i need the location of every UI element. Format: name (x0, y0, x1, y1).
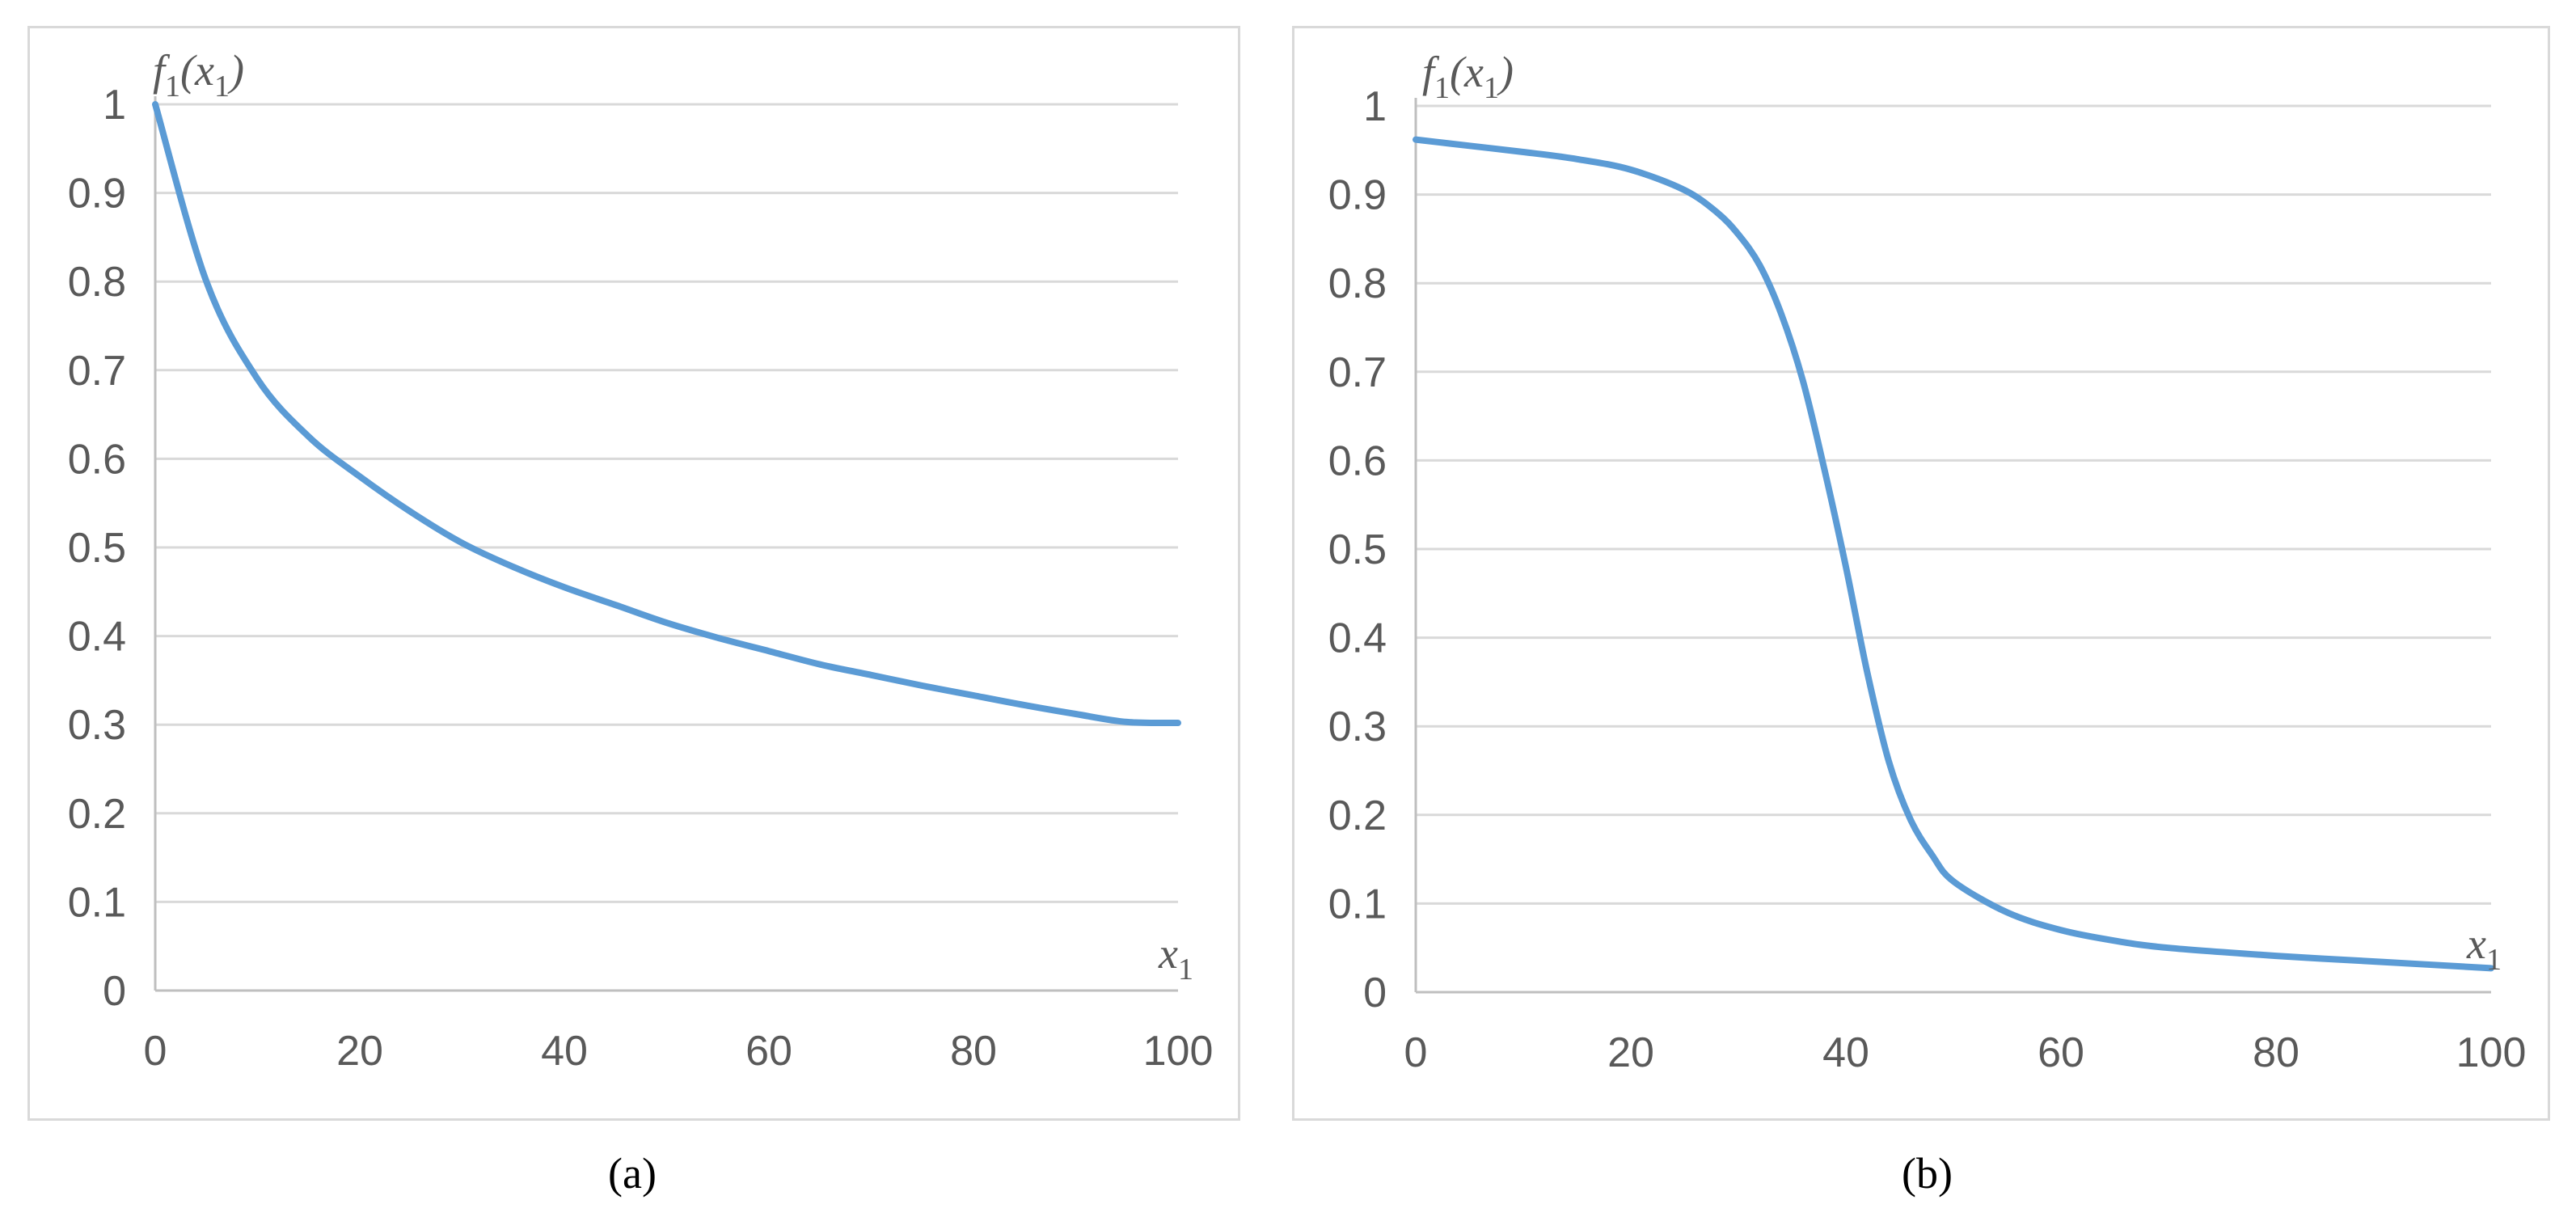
chart-b-y-tick-label: 0.4 (1328, 615, 1387, 662)
chart-b-series-line (1413, 136, 2494, 972)
chart-b-y-tick-label: 1 (1363, 83, 1387, 130)
chart-b-plot: 0 0.1 0.2 0.3 0.4 0.5 0.6 0.7 0.8 0.9 1 0 20 40 60 80 1… (1328, 48, 2527, 1076)
panel-a-caption: (a) (608, 1149, 657, 1198)
chart-b-y-tick-label: 0.5 (1328, 526, 1387, 573)
chart-a-x-tick-label: 80 (950, 1028, 997, 1075)
chart-a-y-tick-label: 0 (103, 968, 126, 1015)
chart-a-y-tick-label: 0.4 (68, 614, 126, 661)
chart-b-x-tick-label: 60 (2038, 1029, 2084, 1076)
chart-a-x-tick-label: 100 (1143, 1028, 1214, 1075)
chart-a-plot: 0 0.1 0.2 0.3 0.4 0.5 0.6 0.7 0.8 0.9 1 0 20 40 60 80 1… (68, 46, 1214, 1075)
chart-a-y-tick-label: 0.6 (68, 436, 126, 483)
chart-b-y-tick-label: 0.9 (1328, 172, 1387, 219)
chart-a-y-tick-label: 0.8 (68, 259, 126, 306)
chart-b-y-tick-label: 0.3 (1328, 703, 1387, 750)
chart-b-x-tick-label: 0 (1404, 1029, 1428, 1076)
chart-a-y-tick-label: 0.5 (68, 525, 126, 572)
chart-b-y-axis-label: f1(x1) (1422, 48, 1514, 105)
chart-panel-b: 0 0.1 0.2 0.3 0.4 0.5 0.6 0.7 0.8 0.9 1 0 20 40 60 80 1… (1292, 26, 2550, 1121)
chart-a-x-tick-label: 40 (541, 1028, 588, 1075)
chart-b-y-tick-label: 0.2 (1328, 792, 1387, 839)
chart-a-y-tick-label: 0.9 (68, 171, 126, 218)
chart-a-x-tick-label: 60 (745, 1028, 792, 1075)
chart-a-x-tick-label: 20 (336, 1028, 383, 1075)
chart-a-series-line (152, 101, 1181, 727)
chart-a-y-tick-label: 0.3 (68, 702, 126, 749)
chart-b-y-tick-label: 0.7 (1328, 349, 1387, 396)
chart-b-x-axis-label: x1 (2466, 919, 2502, 977)
chart-b-x-tick-label: 40 (1822, 1029, 1869, 1076)
chart-a-y-tick-label: 0.7 (68, 348, 126, 395)
chart-a-y-tick-label: 1 (103, 82, 126, 129)
chart-b-x-tick-label: 20 (1607, 1029, 1654, 1076)
chart-b-y-tick-label: 0.6 (1328, 437, 1387, 484)
chart-a-y-axis-label: f1(x1) (153, 46, 244, 104)
chart-b-y-tick-label: 0.8 (1328, 260, 1387, 307)
panel-b-caption: (b) (1902, 1149, 1953, 1198)
chart-a-y-tick-label: 0.1 (68, 879, 126, 926)
chart-a-x-tick-label: 0 (144, 1028, 167, 1075)
chart-b-y-tick-label: 0 (1363, 970, 1387, 1016)
chart-a-y-tick-label: 0.2 (68, 791, 126, 838)
chart-a-x-axis-label: x1 (1158, 929, 1193, 987)
chart-b-y-tick-label: 0.1 (1328, 881, 1387, 927)
chart-b-x-tick-label: 80 (2253, 1029, 2299, 1076)
chart-b-x-tick-label: 100 (2456, 1029, 2527, 1076)
chart-panel-a: 0 0.1 0.2 0.3 0.4 0.5 0.6 0.7 0.8 0.9 1 0 20 40 60 80 1… (27, 26, 1240, 1121)
